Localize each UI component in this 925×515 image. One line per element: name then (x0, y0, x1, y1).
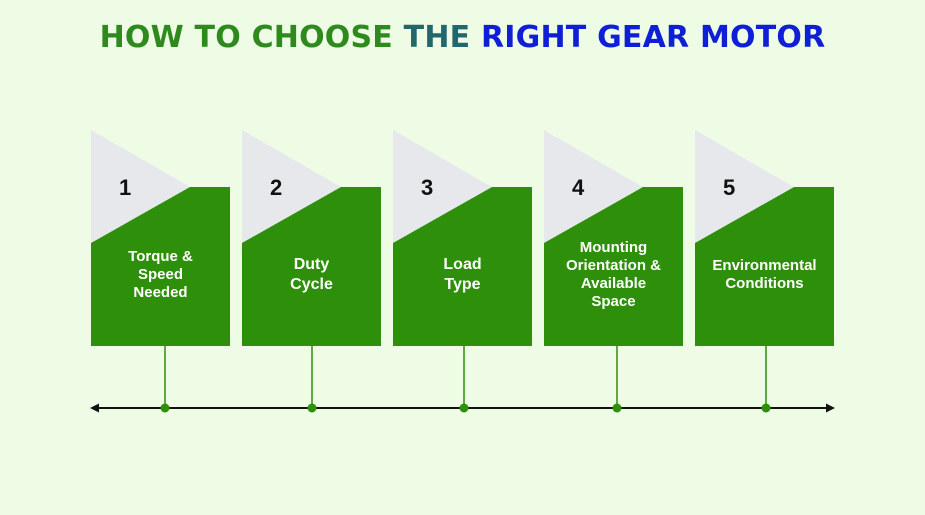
step-number: 1 (119, 175, 132, 200)
step-card (695, 187, 834, 346)
step-card (91, 187, 230, 346)
step-label: Duty Cycle (290, 255, 333, 293)
step-tab (91, 130, 190, 243)
timeline-dot (307, 403, 317, 413)
step-card (544, 187, 683, 346)
step-number: 3 (421, 175, 434, 200)
timeline-arrow-right (826, 403, 835, 413)
step-number: 5 (723, 175, 736, 200)
step-number: 2 (270, 175, 283, 200)
step-label: Environmental Conditions (712, 256, 817, 292)
timeline (90, 346, 835, 413)
step-number: 4 (572, 175, 585, 200)
step-tab (544, 130, 643, 243)
title-part-3: RIGHT GEAR MOTOR (480, 20, 826, 55)
title-part-1: HOW TO CHOOSE (99, 20, 393, 55)
timeline-dot (459, 403, 469, 413)
step-tab (695, 130, 794, 243)
step-tab (393, 130, 492, 243)
title-part-2: THE (403, 20, 471, 55)
step-card (393, 187, 532, 346)
timeline-dot (612, 403, 622, 413)
step-label: Torque & Speed Needed (128, 247, 193, 301)
step-card (242, 187, 381, 346)
page-title: HOW TO CHOOSE THE RIGHT GEAR MOTOR (0, 20, 925, 55)
timeline-arrow-left (90, 403, 99, 413)
step-cards (91, 130, 834, 346)
step-label: Load Type (443, 255, 482, 293)
step-label: Mounting Orientation & Available Space (565, 238, 661, 310)
timeline-dot (761, 403, 771, 413)
step-tab (242, 130, 341, 243)
timeline-dot (160, 403, 170, 413)
